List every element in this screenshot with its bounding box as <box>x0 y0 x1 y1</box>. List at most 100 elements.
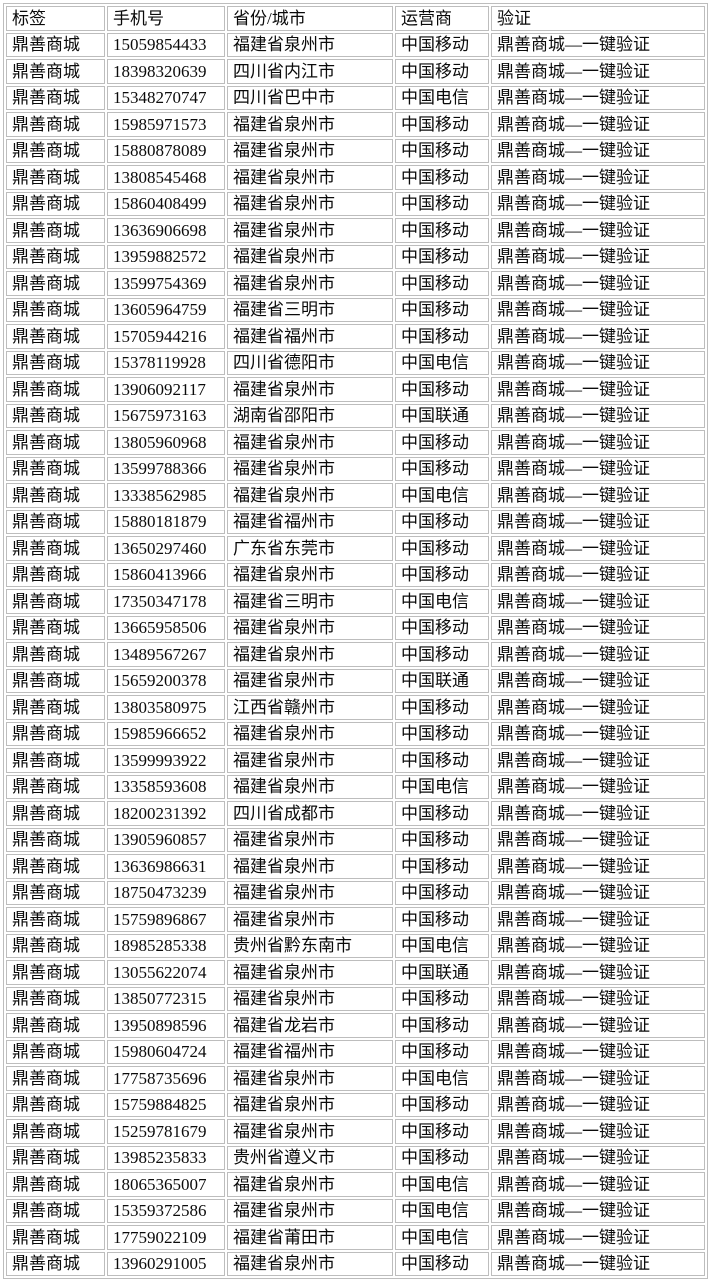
cell-phone: 13808545468 <box>107 165 225 190</box>
cell-region: 福建省泉州市 <box>227 191 393 216</box>
cell-carrier: 中国电信 <box>395 774 489 799</box>
table-row: 鼎善商城 13665958506 福建省泉州市 中国移动 鼎善商城—一键验证 <box>6 615 705 640</box>
cell-verification: 鼎善商城—一键验证 <box>491 1172 705 1197</box>
cell-label: 鼎善商城 <box>6 59 105 84</box>
cell-phone: 13055622074 <box>107 960 225 985</box>
cell-carrier: 中国移动 <box>395 536 489 561</box>
cell-phone: 13358593608 <box>107 774 225 799</box>
table-row: 鼎善商城 15705944216 福建省福州市 中国移动 鼎善商城—一键验证 <box>6 324 705 349</box>
cell-carrier: 中国移动 <box>395 880 489 905</box>
cell-carrier: 中国移动 <box>395 377 489 402</box>
cell-verification: 鼎善商城—一键验证 <box>491 986 705 1011</box>
cell-label: 鼎善商城 <box>6 1119 105 1144</box>
cell-carrier: 中国移动 <box>395 297 489 322</box>
cell-region: 福建省泉州市 <box>227 907 393 932</box>
cell-phone: 15980604724 <box>107 1039 225 1064</box>
cell-region: 福建省泉州市 <box>227 854 393 879</box>
cell-region: 福建省泉州市 <box>227 377 393 402</box>
cell-phone: 13960291005 <box>107 1251 225 1276</box>
cell-label: 鼎善商城 <box>6 748 105 773</box>
cell-label: 鼎善商城 <box>6 801 105 826</box>
table-row: 鼎善商城 13906092117 福建省泉州市 中国移动 鼎善商城—一键验证 <box>6 377 705 402</box>
table-row: 鼎善商城 15985971573 福建省泉州市 中国移动 鼎善商城—一键验证 <box>6 112 705 137</box>
cell-label: 鼎善商城 <box>6 509 105 534</box>
cell-carrier: 中国移动 <box>395 695 489 720</box>
table-row: 鼎善商城 13985235833 贵州省遵义市 中国移动 鼎善商城—一键验证 <box>6 1145 705 1170</box>
cell-verification: 鼎善商城—一键验证 <box>491 536 705 561</box>
cell-phone: 13636906698 <box>107 218 225 243</box>
cell-region: 福建省泉州市 <box>227 1119 393 1144</box>
cell-verification: 鼎善商城—一键验证 <box>491 1145 705 1170</box>
cell-verification: 鼎善商城—一键验证 <box>491 907 705 932</box>
cell-label: 鼎善商城 <box>6 218 105 243</box>
cell-verification: 鼎善商城—一键验证 <box>491 960 705 985</box>
cell-phone: 13805960968 <box>107 430 225 455</box>
cell-verification: 鼎善商城—一键验证 <box>491 1013 705 1038</box>
cell-region: 福建省莆田市 <box>227 1225 393 1250</box>
cell-region: 福建省泉州市 <box>227 1066 393 1091</box>
cell-verification: 鼎善商城—一键验证 <box>491 668 705 693</box>
cell-label: 鼎善商城 <box>6 1225 105 1250</box>
phone-verification-table: 标签 手机号 省份/城市 运营商 验证 鼎善商城 15059854433 福建省泉州… <box>3 3 708 1279</box>
table-row: 鼎善商城 15759884825 福建省泉州市 中国移动 鼎善商城—一键验证 <box>6 1092 705 1117</box>
cell-carrier: 中国移动 <box>395 271 489 296</box>
cell-carrier: 中国移动 <box>395 430 489 455</box>
cell-verification: 鼎善商城—一键验证 <box>491 509 705 534</box>
cell-carrier: 中国移动 <box>395 801 489 826</box>
table-row: 鼎善商城 13803580975 江西省赣州市 中国移动 鼎善商城—一键验证 <box>6 695 705 720</box>
table-row: 鼎善商城 15759896867 福建省泉州市 中国移动 鼎善商城—一键验证 <box>6 907 705 932</box>
cell-verification: 鼎善商城—一键验证 <box>491 403 705 428</box>
cell-verification: 鼎善商城—一键验证 <box>491 350 705 375</box>
cell-phone: 13905960857 <box>107 827 225 852</box>
cell-region: 福建省泉州市 <box>227 271 393 296</box>
cell-label: 鼎善商城 <box>6 1251 105 1276</box>
cell-carrier: 中国移动 <box>395 1039 489 1064</box>
cell-carrier: 中国电信 <box>395 933 489 958</box>
table-row: 鼎善商城 13636986631 福建省泉州市 中国移动 鼎善商城—一键验证 <box>6 854 705 879</box>
table-row: 鼎善商城 17758735696 福建省泉州市 中国电信 鼎善商城—一键验证 <box>6 1066 705 1091</box>
cell-carrier: 中国移动 <box>395 1119 489 1144</box>
cell-phone: 15378119928 <box>107 350 225 375</box>
cell-region: 四川省巴中市 <box>227 85 393 110</box>
cell-region: 福建省泉州市 <box>227 774 393 799</box>
cell-verification: 鼎善商城—一键验证 <box>491 642 705 667</box>
cell-label: 鼎善商城 <box>6 907 105 932</box>
cell-verification: 鼎善商城—一键验证 <box>491 85 705 110</box>
cell-label: 鼎善商城 <box>6 960 105 985</box>
cell-carrier: 中国移动 <box>395 854 489 879</box>
cell-region: 福建省泉州市 <box>227 165 393 190</box>
cell-verification: 鼎善商城—一键验证 <box>491 1198 705 1223</box>
table-row: 鼎善商城 13599788366 福建省泉州市 中国移动 鼎善商城—一键验证 <box>6 456 705 481</box>
cell-phone: 15359372586 <box>107 1198 225 1223</box>
cell-label: 鼎善商城 <box>6 774 105 799</box>
cell-region: 四川省成都市 <box>227 801 393 826</box>
cell-region: 福建省泉州市 <box>227 138 393 163</box>
cell-verification: 鼎善商城—一键验证 <box>491 244 705 269</box>
cell-region: 福建省泉州市 <box>227 960 393 985</box>
cell-verification: 鼎善商城—一键验证 <box>491 1066 705 1091</box>
cell-region: 福建省泉州市 <box>227 642 393 667</box>
cell-carrier: 中国电信 <box>395 350 489 375</box>
cell-phone: 15705944216 <box>107 324 225 349</box>
cell-region: 福建省福州市 <box>227 509 393 534</box>
table-row: 鼎善商城 18750473239 福建省泉州市 中国移动 鼎善商城—一键验证 <box>6 880 705 905</box>
cell-verification: 鼎善商城—一键验证 <box>491 430 705 455</box>
cell-label: 鼎善商城 <box>6 1013 105 1038</box>
cell-label: 鼎善商城 <box>6 1198 105 1223</box>
table-row: 鼎善商城 13960291005 福建省泉州市 中国移动 鼎善商城—一键验证 <box>6 1251 705 1276</box>
cell-label: 鼎善商城 <box>6 244 105 269</box>
table-row: 鼎善商城 13950898596 福建省龙岩市 中国移动 鼎善商城—一键验证 <box>6 1013 705 1038</box>
cell-carrier: 中国联通 <box>395 668 489 693</box>
cell-phone: 13959882572 <box>107 244 225 269</box>
cell-verification: 鼎善商城—一键验证 <box>491 1039 705 1064</box>
cell-carrier: 中国电信 <box>395 1066 489 1091</box>
cell-carrier: 中国电信 <box>395 1198 489 1223</box>
cell-label: 鼎善商城 <box>6 32 105 57</box>
cell-carrier: 中国移动 <box>395 748 489 773</box>
table-row: 鼎善商城 13605964759 福建省三明市 中国移动 鼎善商城—一键验证 <box>6 297 705 322</box>
cell-region: 福建省泉州市 <box>227 615 393 640</box>
cell-label: 鼎善商城 <box>6 350 105 375</box>
cell-label: 鼎善商城 <box>6 456 105 481</box>
table-row: 鼎善商城 18398320639 四川省内江市 中国移动 鼎善商城—一键验证 <box>6 59 705 84</box>
cell-phone: 15659200378 <box>107 668 225 693</box>
